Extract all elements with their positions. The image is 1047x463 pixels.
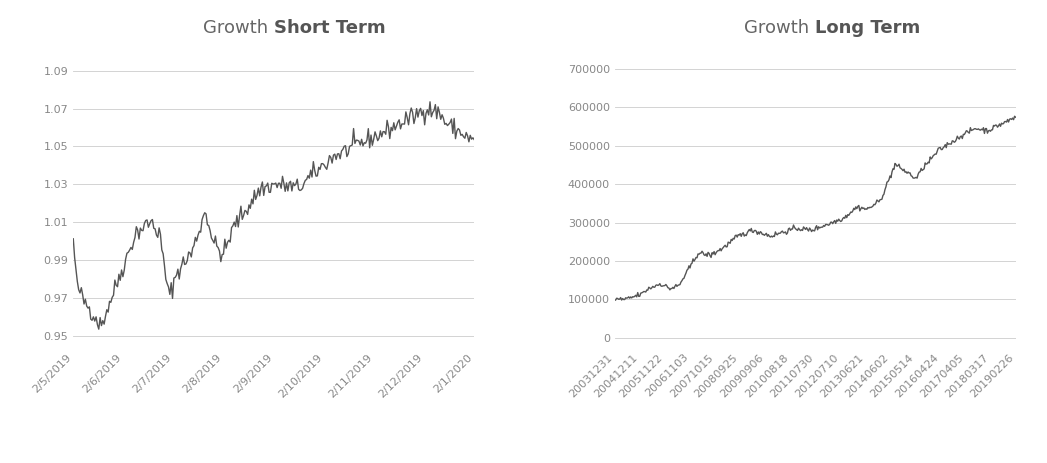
Text: Growth: Growth	[744, 19, 816, 37]
Text: Short Term: Short Term	[273, 19, 385, 37]
Text: Growth: Growth	[203, 19, 273, 37]
Text: Long Term: Long Term	[816, 19, 920, 37]
